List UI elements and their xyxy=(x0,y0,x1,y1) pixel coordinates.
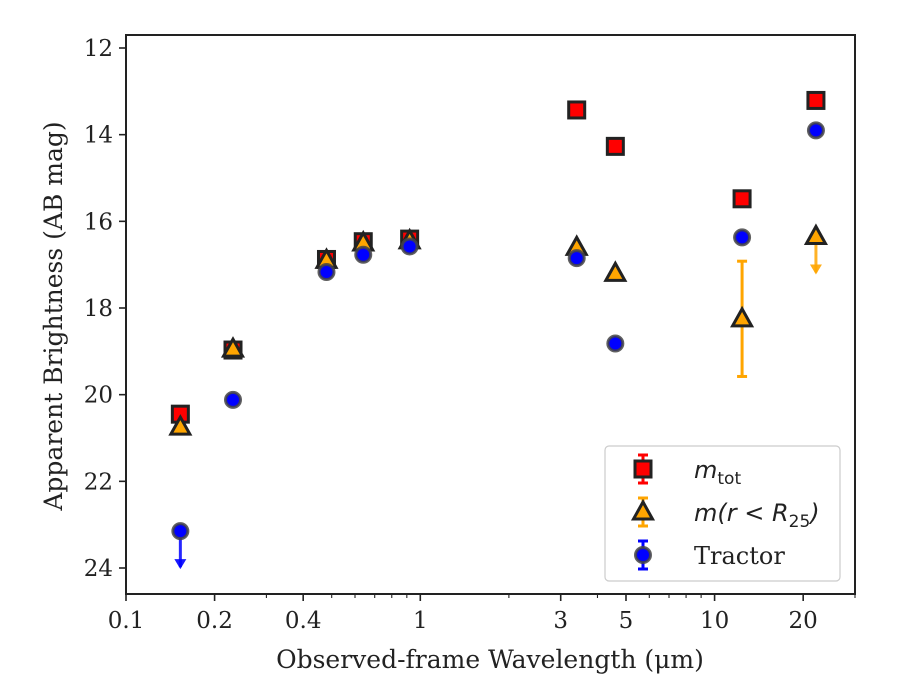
point-square-5 xyxy=(567,100,587,120)
y-tick-label-2: 16 xyxy=(84,209,113,235)
point-circle-6 xyxy=(606,334,625,353)
point-square-7 xyxy=(732,189,752,209)
x-tick-label-1: 0.2 xyxy=(196,608,233,634)
y-axis-label: Apparent Brightness (AB mag) xyxy=(39,121,68,511)
x-tick-label-7: 20 xyxy=(789,608,818,634)
y-tick-label-5: 22 xyxy=(84,469,113,495)
x-tick-label-0: 0.1 xyxy=(108,608,145,634)
point-triangle-8 xyxy=(803,223,828,245)
plot-area xyxy=(168,90,828,570)
x-tick-label-6: 10 xyxy=(700,608,729,634)
x-axis-label: Observed-frame Wavelength (μm) xyxy=(276,645,704,674)
y-tick-label-6: 24 xyxy=(84,556,113,582)
upper-limit-arrowhead-0 xyxy=(174,559,187,570)
point-square-8 xyxy=(806,90,826,110)
y-tick-label-4: 20 xyxy=(84,383,113,409)
point-triangle-6 xyxy=(603,260,628,282)
upper-limit-arrowhead-8 xyxy=(809,264,822,275)
point-circle-4 xyxy=(400,237,419,256)
point-circle-3 xyxy=(354,245,373,264)
legend-label-2: Tractor xyxy=(694,542,785,570)
point-circle-1 xyxy=(224,390,243,409)
x-tick-label-5: 5 xyxy=(619,608,634,634)
legend-label-0: mtot xyxy=(694,456,741,489)
point-circle-8 xyxy=(806,121,825,140)
point-circle-7 xyxy=(733,228,752,247)
point-circle-0 xyxy=(171,522,190,541)
series-circle xyxy=(171,121,825,570)
legend-marker-circle xyxy=(634,546,652,564)
x-tick-label-3: 1 xyxy=(413,608,428,634)
legend-label-1: m(r < R25) xyxy=(694,499,820,532)
point-triangle-7 xyxy=(730,305,755,328)
series-triangle xyxy=(168,223,828,436)
series-square xyxy=(170,90,826,424)
point-circle-2 xyxy=(317,263,336,282)
legend-marker-square xyxy=(633,459,653,479)
y-tick-label-0: 12 xyxy=(84,36,113,62)
point-triangle-0 xyxy=(168,414,193,436)
point-square-6 xyxy=(605,136,625,156)
plot-frame xyxy=(125,34,856,595)
x-tick-label-2: 0.4 xyxy=(285,608,322,634)
legend-entry-0: mtot xyxy=(633,453,741,489)
legend-box xyxy=(604,445,841,582)
point-triangle-1 xyxy=(220,336,246,358)
point-circle-5 xyxy=(567,249,586,268)
legend-entry-1: m(r < R25) xyxy=(630,496,820,532)
x-tick-label-4: 3 xyxy=(553,608,568,634)
legend-entry-2: Tractor xyxy=(634,539,785,571)
legend-marker-triangle xyxy=(630,498,656,521)
axis-ticks: 0.1 0.2 0.4 1 3 5 10 20 12 14 16 18 20 22 24 xyxy=(84,34,856,634)
legend: mtot m(r < R25) Tractor xyxy=(604,445,841,582)
y-tick-label-3: 18 xyxy=(84,296,113,322)
y-tick-label-1: 14 xyxy=(84,123,113,149)
